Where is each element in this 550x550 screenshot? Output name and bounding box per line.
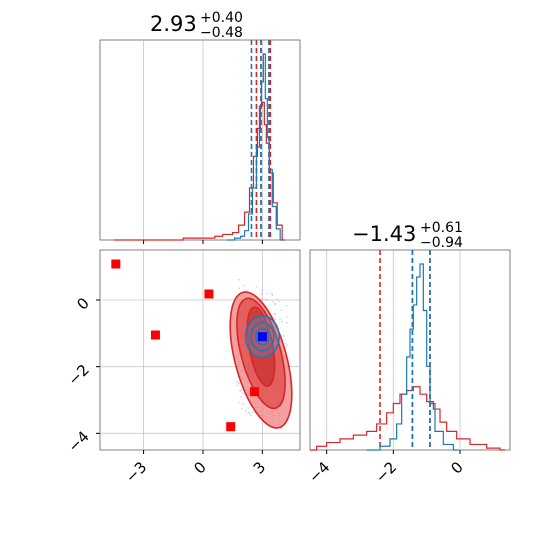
- scatter-point: [236, 381, 238, 384]
- scatter-point: [280, 309, 283, 312]
- scatter-point: [285, 315, 288, 318]
- scatter-point: [271, 294, 274, 297]
- scatter-point: [274, 312, 277, 315]
- red-square-marker: [111, 259, 121, 269]
- blue-square-marker: [257, 332, 267, 342]
- scatter-point: [275, 298, 278, 301]
- red-square-marker: [249, 387, 259, 397]
- scatter-point: [248, 412, 251, 414]
- param-1-title-minus: −0.48: [200, 25, 243, 41]
- scatter-point: [242, 284, 245, 287]
- x-tick-label: −4: [305, 458, 333, 486]
- scatter-point: [247, 412, 250, 414]
- blue-contour: [255, 327, 270, 346]
- scatter-point: [264, 298, 267, 301]
- scatter-point: [260, 292, 263, 295]
- scatter-point: [286, 344, 289, 347]
- scatter-point: [245, 410, 247, 412]
- scatter-point: [235, 385, 238, 387]
- panel-frame: [99, 39, 301, 241]
- param-2-histogram-panel: −4 −2 0: [305, 249, 511, 486]
- scatter-point: [266, 292, 269, 295]
- scatter-point: [261, 289, 264, 292]
- scatter-point: [266, 298, 269, 301]
- scatter-point: [272, 300, 274, 303]
- scatter-point: [274, 303, 277, 306]
- scatter-point: [238, 401, 240, 404]
- scatter-point: [240, 389, 243, 391]
- joint-scatter-panel: −3 0 3 0 −2 −4: [64, 249, 301, 486]
- scatter-point: [251, 411, 254, 414]
- scatter-point: [285, 304, 288, 307]
- x-tick-label: 3: [250, 458, 269, 477]
- y-tick-label: −2: [64, 361, 92, 389]
- param-1-title-plus: +0.40: [200, 10, 243, 26]
- x-tick-label: −3: [122, 458, 150, 486]
- scatter-point: [280, 427, 283, 430]
- y-tick-label: −4: [64, 427, 92, 455]
- x-tick-label: 0: [190, 458, 209, 477]
- scatter-point: [274, 318, 277, 321]
- y-tick-label: 0: [73, 294, 92, 313]
- x-tick-label: −2: [372, 458, 400, 486]
- param-2-title-plus: +0.61: [420, 220, 463, 236]
- scatter-point: [271, 292, 273, 295]
- scatter-point: [237, 382, 240, 384]
- red-square-marker: [204, 289, 214, 299]
- scatter-point: [240, 395, 242, 398]
- param-1-title: 2.93 +0.40 −0.48: [150, 10, 243, 41]
- scatter-point: [247, 407, 249, 409]
- histogram-red: [310, 386, 505, 451]
- red-square-marker: [226, 422, 236, 432]
- scatter-point: [282, 335, 285, 337]
- param-1-histogram-panel: [99, 39, 301, 244]
- scatter-point: [279, 318, 282, 321]
- scatter-point: [242, 403, 245, 406]
- param-2-title-value: −1.43: [352, 222, 416, 246]
- scatter-point: [261, 298, 264, 301]
- panel-frame: [309, 249, 511, 451]
- scatter-point: [255, 285, 258, 288]
- scatter-point: [242, 392, 245, 395]
- param-1-title-value: 2.93: [150, 12, 197, 36]
- scatter-point: [286, 321, 288, 324]
- scatter-point: [238, 287, 241, 289]
- panel-frame: [99, 249, 301, 451]
- x-tick-label: 0: [447, 458, 466, 477]
- red-square-marker: [150, 330, 160, 340]
- histogram-red: [113, 101, 286, 241]
- scatter-point: [237, 278, 240, 281]
- param-2-title: −1.43 +0.61 −0.94: [352, 220, 463, 251]
- scatter-point: [239, 389, 242, 392]
- scatter-point: [245, 289, 248, 292]
- blue-contour: [250, 321, 275, 352]
- param-2-title-minus: −0.94: [420, 235, 463, 251]
- scatter-point: [284, 342, 287, 345]
- histogram-blue: [226, 53, 284, 241]
- scatter-point: [249, 414, 252, 417]
- scatter-point: [277, 300, 280, 303]
- scatter-point: [280, 321, 283, 323]
- scatter-point: [240, 407, 243, 410]
- histogram-blue: [366, 263, 459, 451]
